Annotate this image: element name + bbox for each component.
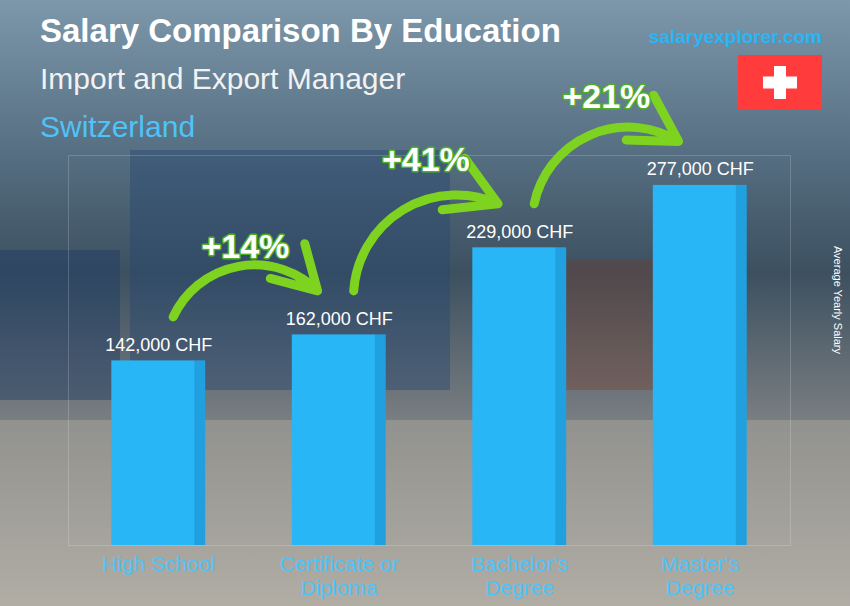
svg-text:Certificate orDiploma: Certificate orDiploma (280, 552, 399, 599)
html-text:Average Yearly Salary: Average Yearly Salary (832, 246, 844, 354)
html-text:salaryexplorer.com: salaryexplorer.com (648, 26, 822, 47)
html-text:Import and Export Manager: Import and Export Manager (40, 62, 406, 95)
html-text:Switzerland: Switzerland (40, 110, 196, 143)
svg-text:+41%: +41% (382, 140, 470, 178)
svg-text:+21%: +21% (562, 77, 650, 115)
svg-text:Bachelor'sDegree: Bachelor'sDegree (471, 552, 568, 599)
svg-text:162,000 CHF: 162,000 CHF (286, 309, 393, 329)
svg-text:High School: High School (102, 552, 215, 575)
html-text:Salary Comparison By Education: Salary Comparison By Education (40, 12, 561, 49)
svg-text:229,000 CHF: 229,000 CHF (466, 222, 573, 242)
svg-text:+14%: +14% (201, 227, 289, 265)
svg-text:277,000 CHF: 277,000 CHF (647, 159, 754, 179)
svg-text:142,000 CHF: 142,000 CHF (105, 335, 212, 355)
svg-text:Master'sDegree: Master'sDegree (661, 552, 740, 599)
